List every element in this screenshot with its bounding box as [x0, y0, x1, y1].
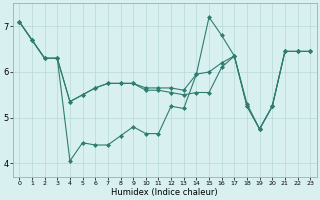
- X-axis label: Humidex (Indice chaleur): Humidex (Indice chaleur): [111, 188, 218, 197]
